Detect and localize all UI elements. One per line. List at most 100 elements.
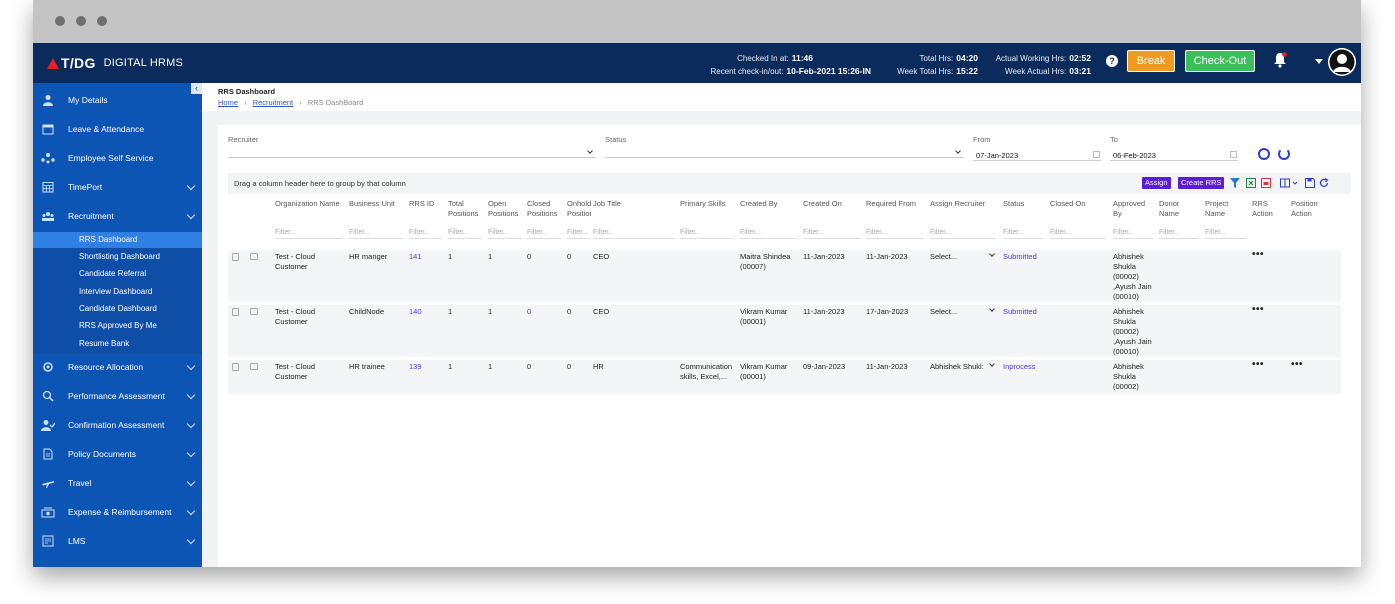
- filter-input-status[interactable]: Filter...: [1003, 229, 1043, 239]
- filter-input-approved-by[interactable]: Filter...: [1113, 229, 1153, 239]
- cell-rrs-id-link[interactable]: 140: [409, 307, 422, 316]
- comment-icon[interactable]: [250, 308, 258, 315]
- table-row[interactable]: [228, 250, 1341, 302]
- table-row[interactable]: [228, 305, 1341, 357]
- search-icon[interactable]: [1258, 148, 1270, 160]
- calendar-icon[interactable]: [1230, 151, 1237, 158]
- columns-dropdown-icon[interactable]: [1292, 178, 1298, 188]
- filter-input-organization-name[interactable]: Filter...: [275, 229, 343, 239]
- breadcrumb-home-link[interactable]: Home: [218, 98, 239, 107]
- window-close-dot[interactable]: [55, 16, 65, 26]
- column-header-open-positions[interactable]: Open Positions: [488, 199, 519, 218]
- column-header-closed-on[interactable]: Closed On: [1050, 199, 1086, 208]
- sidebar-item-confirmation-assessment[interactable]: Confirmation Assessment: [33, 412, 202, 438]
- cell-status[interactable]: Submitted: [1003, 252, 1037, 261]
- sidebar-item-employee-self-service[interactable]: Employee Self Service: [33, 145, 202, 171]
- columns-icon[interactable]: [1280, 178, 1290, 188]
- window-minimize-dot[interactable]: [76, 16, 86, 26]
- filter-input-open-positions[interactable]: Filter...: [488, 229, 522, 239]
- sidebar-subitem-rrs-approved-by-me[interactable]: RRS Approved By Me: [79, 321, 157, 330]
- notification-bell-icon[interactable]: [1273, 52, 1287, 68]
- sidebar-item-expense-reimbursement[interactable]: Expense & Reimbursement: [33, 499, 202, 525]
- column-header-rrs-action[interactable]: RRS Action: [1252, 199, 1273, 218]
- cell-status[interactable]: Inprocess: [1003, 362, 1036, 371]
- filter-input-required-from[interactable]: Filter...: [866, 229, 924, 239]
- column-header-donor-name[interactable]: Donor Name: [1159, 199, 1180, 218]
- cell-status[interactable]: Submitted: [1003, 307, 1037, 316]
- break-button[interactable]: Break: [1127, 50, 1175, 72]
- sidebar-collapse-button[interactable]: ‹: [191, 83, 202, 94]
- table-row[interactable]: [228, 360, 1341, 394]
- column-header-closed-positions[interactable]: Closed Positions: [527, 199, 558, 218]
- filter-icon[interactable]: [1230, 178, 1240, 188]
- user-avatar-icon[interactable]: [1328, 48, 1356, 76]
- recruiter-select[interactable]: [228, 157, 596, 158]
- column-header-rrs-id[interactable]: RRS ID: [409, 199, 435, 208]
- column-header-total-positions[interactable]: Total Positions: [448, 199, 479, 218]
- assign-button[interactable]: Assign: [1142, 177, 1171, 189]
- sidebar-item-resource-allocation[interactable]: Resource Allocation: [33, 354, 202, 380]
- filter-input-created-on[interactable]: Filter...: [803, 229, 861, 239]
- sidebar-item-my-details[interactable]: My Details: [33, 87, 202, 113]
- pdf-export-icon[interactable]: [1261, 178, 1271, 188]
- sidebar-subitem-rrs-dashboard[interactable]: RRS Dashboard: [33, 232, 202, 248]
- sidebar-item-policy-documents[interactable]: Policy Documents: [33, 441, 202, 467]
- filter-input-created-by[interactable]: Filter...: [740, 229, 798, 239]
- sidebar-item-leave-attendance[interactable]: Leave & Attendance: [33, 116, 202, 142]
- app-logo[interactable]: T/DG DIGITAL HRMS: [47, 55, 183, 71]
- filter-input-rrs-id[interactable]: Filter...: [409, 229, 442, 239]
- filter-input-business-unit[interactable]: Filter...: [349, 229, 403, 239]
- filter-input-assign-recruiter[interactable]: Filter...: [930, 229, 996, 239]
- profile-dropdown-icon[interactable]: [1315, 59, 1323, 64]
- to-date-input[interactable]: 06-Feb-2023: [1113, 151, 1156, 160]
- column-header-project-name[interactable]: Project Name: [1205, 199, 1229, 218]
- sidebar-subitem-resume-bank[interactable]: Resume Bank: [79, 339, 130, 348]
- recruiter-dropdown-icon[interactable]: [587, 148, 593, 154]
- column-header-approved-by[interactable]: Approved By: [1113, 199, 1146, 218]
- check-out-button[interactable]: Check-Out: [1185, 50, 1255, 72]
- status-dropdown-icon[interactable]: [955, 148, 961, 154]
- column-header-business-unit[interactable]: Business Unit: [349, 199, 395, 208]
- rrs-action-menu-icon[interactable]: •••: [1252, 304, 1265, 315]
- filter-input-total-positions[interactable]: Filter...: [448, 229, 482, 239]
- excel-export-icon[interactable]: [1246, 178, 1256, 188]
- cell-rrs-id-link[interactable]: 141: [409, 252, 422, 261]
- breadcrumb-recruitment-link[interactable]: Recruitment: [252, 98, 294, 107]
- assign-recruiter-select[interactable]: Select...: [930, 307, 958, 316]
- cell-closed-positions[interactable]: 0: [527, 307, 532, 316]
- grid-refresh-icon[interactable]: [1319, 178, 1329, 188]
- comment-icon[interactable]: [250, 363, 258, 370]
- sidebar-subitem-shortlisting-dashboard[interactable]: Shortlisting Dashboard: [79, 252, 160, 261]
- help-icon[interactable]: ?: [1106, 55, 1118, 67]
- attachment-icon[interactable]: [232, 363, 239, 371]
- window-maximize-dot[interactable]: [97, 16, 107, 26]
- rrs-action-menu-icon[interactable]: •••: [1252, 249, 1265, 260]
- filter-input-donor-name[interactable]: Filter...: [1159, 229, 1199, 239]
- filter-input-closed-on[interactable]: Filter...: [1050, 229, 1106, 239]
- assign-recruiter-select[interactable]: Select...: [930, 252, 958, 261]
- calendar-icon[interactable]: [1093, 151, 1100, 158]
- column-header-organization-name[interactable]: Organization Name: [275, 199, 340, 208]
- sidebar-item-performance-assessment[interactable]: Performance Assessment: [33, 383, 202, 409]
- cell-rrs-id-link[interactable]: 139: [409, 362, 422, 371]
- column-header-primary-skills[interactable]: Primary Skills: [680, 199, 726, 208]
- column-header-created-on[interactable]: Created On: [803, 199, 842, 208]
- filter-input-project-name[interactable]: Filter...: [1205, 229, 1247, 239]
- refresh-icon[interactable]: [1278, 148, 1290, 160]
- sidebar-item-lms[interactable]: LMS: [33, 528, 202, 554]
- column-header-required-from[interactable]: Required From: [866, 199, 917, 208]
- from-date-input[interactable]: 07-Jan-2023: [976, 151, 1019, 160]
- sidebar-subitem-interview-dashboard[interactable]: Interview Dashboard: [79, 287, 153, 296]
- sidebar-item-travel[interactable]: Travel: [33, 470, 202, 496]
- sidebar-item-timeport[interactable]: TimePort: [33, 174, 202, 200]
- rrs-action-menu-icon[interactable]: •••: [1252, 359, 1265, 370]
- comment-icon[interactable]: [250, 253, 258, 260]
- column-header-created-by[interactable]: Created By: [740, 199, 778, 208]
- column-header-assign-recruiter[interactable]: Assign Recruiter: [930, 199, 986, 208]
- save-icon[interactable]: [1305, 178, 1315, 188]
- status-select[interactable]: [605, 157, 964, 158]
- filter-input-onhold-position[interactable]: Filter...: [567, 229, 591, 239]
- attachment-icon[interactable]: [232, 253, 239, 261]
- create-rrs-button[interactable]: Create RRS: [1178, 177, 1225, 189]
- sidebar-subitem-candidate-referral[interactable]: Candidate Referral: [79, 269, 147, 278]
